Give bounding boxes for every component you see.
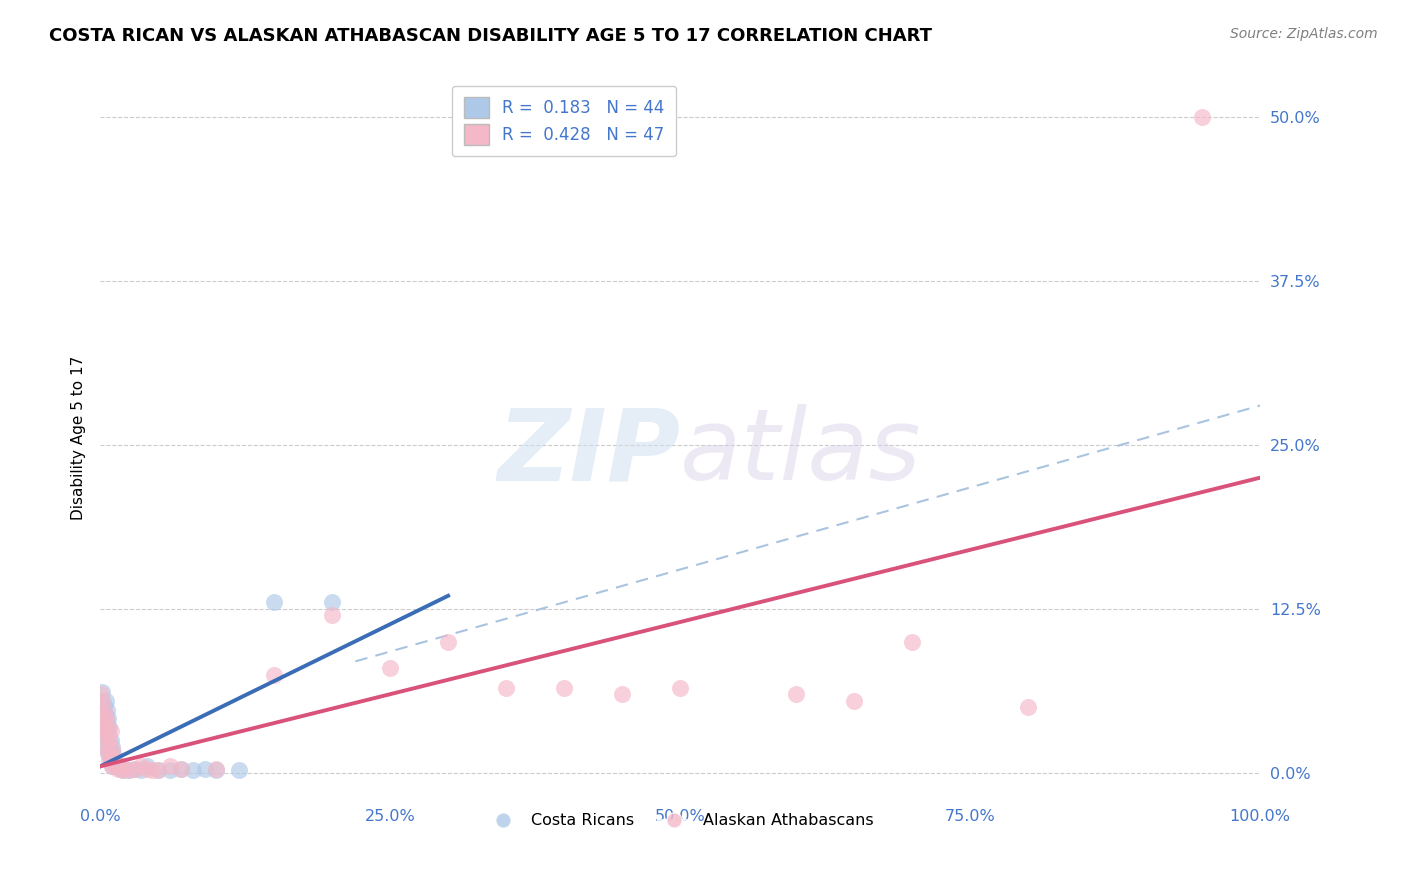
Point [94,726,117,740]
Point [90,687,112,701]
Point [118,764,141,778]
Point [96,739,118,754]
Point [94,711,117,725]
Point [141,764,163,778]
Point [91,684,114,698]
Point [93,698,115,712]
Point [263,595,285,609]
Point [129,764,152,778]
Point [263,667,285,681]
Point [110,759,132,773]
Point [135,759,157,773]
Point [90,720,112,734]
Point [159,764,181,778]
Point [97,746,120,760]
Point [96,739,118,754]
Point [146,764,169,778]
Point [100,742,122,756]
Point [97,711,120,725]
Point [146,764,169,778]
Point [98,753,121,767]
Point [94,733,117,747]
Point [96,720,118,734]
Point [94,714,117,728]
Point [91,694,114,708]
Point [93,723,115,738]
Point [104,759,127,773]
Point [495,681,517,695]
Point [96,703,118,717]
Point [193,762,215,776]
Point [170,762,193,776]
Point [103,753,125,767]
Point [91,716,114,731]
Point [170,762,193,776]
Point [94,714,117,728]
Point [110,762,132,776]
Point [181,764,204,778]
Point [118,764,141,778]
Point [378,661,401,675]
Point [100,759,122,773]
Point [101,746,124,760]
Point [100,723,122,738]
Point [205,762,228,776]
Point [129,759,152,773]
Point [842,694,865,708]
Point [100,759,122,773]
Point [98,733,121,747]
Point [100,753,122,767]
Point [321,595,343,609]
Point [96,720,118,734]
Y-axis label: Disability Age 5 to 17: Disability Age 5 to 17 [72,356,86,520]
Point [98,720,121,734]
Point [610,687,633,701]
Point [107,762,129,776]
Point [205,764,228,778]
Point [107,759,129,773]
Point [100,739,122,754]
Text: COSTA RICAN VS ALASKAN ATHABASCAN DISABILITY AGE 5 TO 17 CORRELATION CHART: COSTA RICAN VS ALASKAN ATHABASCAN DISABI… [49,27,932,45]
Point [91,703,114,717]
Point [104,756,127,770]
Point [90,706,112,721]
Point [901,634,924,648]
Point [124,762,146,776]
Point [112,764,135,778]
Point [94,706,117,721]
Point [135,762,157,776]
Point [101,750,124,764]
Point [91,716,114,731]
Text: Source: ZipAtlas.com: Source: ZipAtlas.com [1230,27,1378,41]
Point [785,687,807,701]
Point [90,706,112,721]
Point [100,756,122,770]
Point [112,764,135,778]
Point [321,608,343,623]
Point [1017,700,1039,714]
Point [553,681,575,695]
Point [90,694,112,708]
Point [100,733,122,747]
Point [94,694,117,708]
Point [97,746,120,760]
Point [124,762,146,776]
Point [103,753,125,767]
Point [94,729,117,743]
Point [98,742,121,756]
Point [93,703,115,717]
Point [97,726,120,740]
Point [97,729,120,743]
Text: ZIP: ZIP [498,404,681,501]
Point [669,681,692,695]
Point [93,714,115,728]
Point [159,759,181,773]
Point [1191,110,1213,124]
Point [228,764,250,778]
Text: atlas: atlas [681,404,922,501]
Point [437,634,460,648]
Legend: Costa Ricans, Alaskan Athabascans: Costa Ricans, Alaskan Athabascans [481,806,880,835]
